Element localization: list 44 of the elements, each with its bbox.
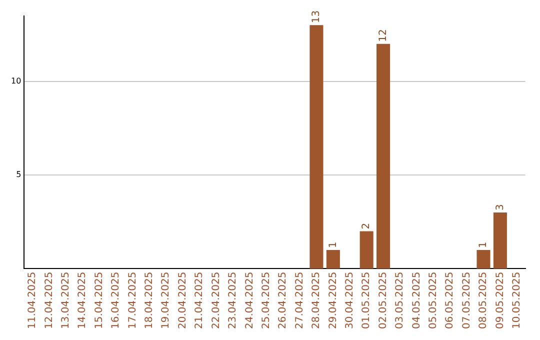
x-tick-label: 27.04.2025 [294, 272, 306, 330]
x-tick-label: 10.05.2025 [511, 272, 522, 330]
x-tick-label: 05.05.2025 [428, 272, 439, 330]
x-tick-label: 12.04.2025 [44, 272, 55, 330]
x-tick-label: 25.04.2025 [260, 272, 272, 330]
bar [310, 25, 324, 269]
x-tick-label: 19.04.2025 [160, 272, 172, 330]
x-tick-label: 03.05.2025 [394, 272, 406, 330]
x-tick-label: 02.05.2025 [378, 272, 389, 330]
data-label: 2 [361, 222, 372, 230]
y-tick-label: 10 [10, 76, 22, 86]
x-tick-label: 07.05.2025 [461, 272, 472, 330]
y-tick-label: 5 [16, 170, 22, 180]
bar [476, 250, 490, 269]
x-tick-label: 22.04.2025 [210, 272, 222, 330]
data-label: 3 [494, 204, 506, 211]
data-label: 1 [478, 242, 490, 248]
x-tick-label: 28.04.2025 [311, 272, 322, 330]
x-tick-label: 21.04.2025 [194, 272, 206, 330]
x-tick-label: 30.04.2025 [344, 272, 356, 330]
x-tick-label: 29.04.2025 [328, 272, 339, 330]
x-tick-label: 20.04.2025 [177, 272, 188, 330]
x-tick-label: 17.04.2025 [127, 272, 138, 330]
x-tick-label: 23.04.2025 [228, 272, 239, 330]
bar [376, 44, 390, 269]
x-tick-label: 09.05.2025 [494, 272, 506, 330]
x-tick-label: 11.04.2025 [27, 272, 38, 330]
x-tick-label: 18.04.2025 [144, 272, 156, 330]
x-tick-label: 01.05.2025 [361, 272, 372, 330]
bar [326, 250, 340, 269]
x-tick-label: 04.05.2025 [411, 272, 422, 330]
x-tick-label: 24.04.2025 [244, 272, 256, 330]
x-tick-label: 13.04.2025 [60, 272, 72, 330]
x-tick-label: 26.04.2025 [278, 272, 289, 330]
x-tick-label: 16.04.2025 [110, 272, 122, 330]
x-tick-label: 14.04.2025 [77, 272, 88, 330]
data-label: 12 [378, 29, 389, 42]
bar [360, 231, 374, 269]
x-tick-label: 15.04.2025 [94, 272, 105, 330]
x-tick-label: 06.05.2025 [444, 272, 456, 330]
x-tick-label: 08.05.2025 [478, 272, 490, 330]
data-label: 1 [328, 242, 339, 248]
data-label: 13 [311, 10, 322, 24]
bar [493, 212, 507, 269]
